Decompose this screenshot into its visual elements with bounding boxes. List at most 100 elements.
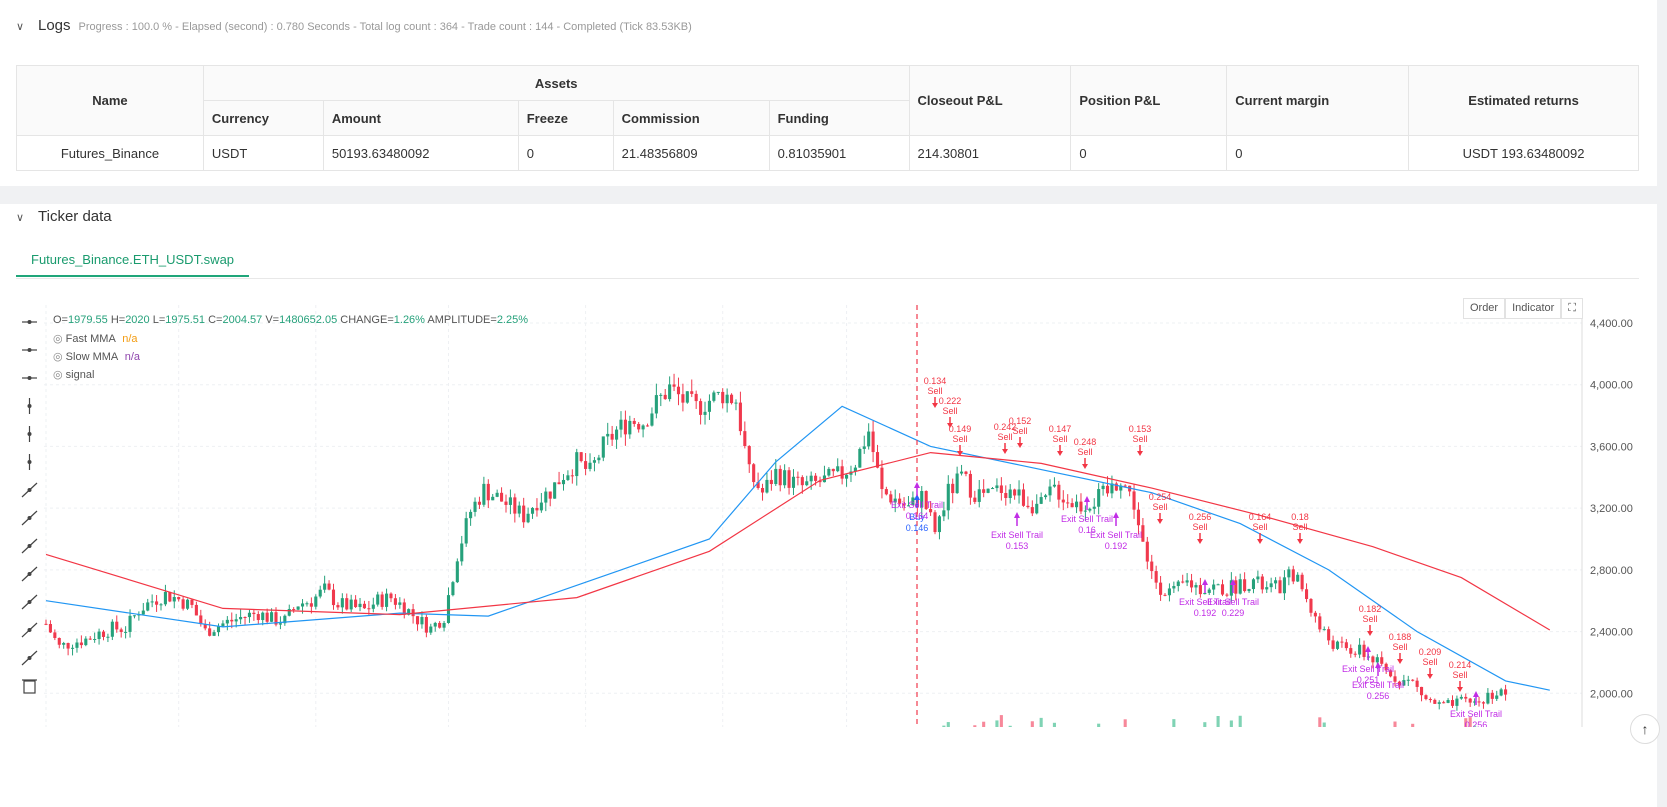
ticker-panel: ∨ Ticker data Futures_Binance.ETH_USDT.s…	[0, 204, 1657, 807]
trend-line-icon[interactable]	[21, 482, 38, 498]
candle-body	[62, 643, 66, 645]
candle-body	[331, 589, 336, 606]
volume-bar	[942, 725, 946, 727]
signal-label: Sell	[927, 386, 942, 396]
candle-body	[48, 624, 52, 633]
cell-returns: USDT 193.63480092	[1408, 135, 1639, 171]
legend-slow-mma[interactable]: ◎ Slow MMA n/a	[53, 350, 140, 368]
ticker-header[interactable]: ∨ Ticker data	[16, 208, 112, 225]
legend-fast-mma[interactable]: ◎ Fast MMA n/a	[53, 332, 140, 350]
candle-body	[1300, 574, 1304, 590]
trend-ray-icon[interactable]	[21, 510, 38, 526]
chevron-down-icon[interactable]: ∨	[16, 212, 25, 224]
fullscreen-icon[interactable]: ⛶	[1561, 298, 1583, 319]
candle-body	[831, 468, 835, 472]
candle-body	[597, 457, 601, 461]
tab-divider	[16, 278, 1639, 279]
price-range-icon[interactable]	[21, 566, 38, 582]
cell-margin: 0	[1226, 135, 1410, 171]
candle-body	[862, 446, 866, 449]
horizontal-ray-icon[interactable]	[22, 376, 37, 380]
logs-header[interactable]: ∨ Logs Progress : 100.0 % - Elapsed (sec…	[16, 17, 692, 34]
legend-signal[interactable]: ◎ signal	[53, 368, 140, 386]
chevron-down-icon[interactable]: ∨	[16, 21, 25, 33]
volume-bar	[995, 720, 999, 727]
crosshair-icon[interactable]	[22, 320, 37, 324]
legend-signal-name: signal	[65, 369, 95, 381]
pitchfork-icon[interactable]	[21, 622, 38, 638]
candle-body	[411, 609, 415, 617]
candle-body	[937, 516, 941, 533]
indicator-button[interactable]: Indicator	[1505, 298, 1562, 319]
candle-body	[632, 420, 636, 424]
extended-line-icon[interactable]	[21, 538, 38, 554]
candle-body	[1455, 698, 1459, 706]
candle-body	[185, 599, 190, 609]
header-margin: Current margin	[1226, 65, 1410, 136]
candle-body	[889, 494, 893, 503]
trash-icon[interactable]	[22, 679, 37, 694]
vertical-segment-icon[interactable]	[27, 426, 32, 442]
candle-body	[278, 623, 282, 625]
volume-bar	[1216, 715, 1220, 727]
candle-body	[398, 602, 402, 605]
tab-eth-usdt-swap[interactable]: Futures_Binance.ETH_USDT.swap	[16, 242, 250, 277]
signal-label: Exit Sell Trail	[1342, 664, 1394, 674]
horizontal-line-icon[interactable]	[22, 348, 37, 352]
tool-dot	[27, 460, 32, 464]
candle-body	[575, 452, 579, 477]
o-value: 1979.55	[67, 314, 108, 326]
candle-body	[858, 448, 862, 468]
volume-bar	[1203, 722, 1207, 727]
candle-body	[469, 511, 473, 519]
candle-body	[1256, 576, 1260, 580]
candle-body	[924, 491, 928, 510]
candle-body	[1150, 561, 1154, 572]
candle-body	[712, 392, 716, 401]
candle-body	[376, 594, 380, 605]
cell-funding: 0.81035901	[768, 135, 910, 171]
eye-icon[interactable]: ◎	[53, 351, 63, 363]
signal-label: Exit Sell Trail	[1090, 530, 1142, 540]
signal-arrow	[1002, 449, 1008, 454]
header-funding: Funding	[768, 100, 910, 136]
tool-dot	[27, 600, 32, 604]
candle-body	[951, 483, 955, 494]
candle-body	[402, 602, 406, 615]
signal-value: 0.256	[1189, 512, 1212, 522]
candle-body	[561, 479, 566, 485]
eye-icon[interactable]: ◎	[53, 369, 63, 381]
parallel-channel-icon[interactable]	[21, 594, 38, 610]
c-value: 2004.57	[222, 314, 263, 326]
volume-bar	[1468, 717, 1472, 727]
candle-body	[756, 482, 760, 488]
vertical-ray-icon[interactable]	[27, 454, 32, 470]
header-assets: Assets	[202, 65, 910, 101]
fib-retracement-icon[interactable]	[21, 650, 38, 666]
candle-body	[672, 384, 676, 387]
candle-body	[323, 583, 327, 590]
y-tick-label: 2,800.00	[1590, 565, 1633, 577]
change-label: CHANGE=	[340, 314, 394, 326]
candle-body	[814, 475, 818, 481]
vertical-line-icon[interactable]	[27, 398, 32, 414]
candle-body	[1119, 485, 1123, 491]
signal-label: Sell	[952, 434, 967, 444]
order-button[interactable]: Order	[1462, 298, 1506, 319]
chart-button-group: Order Indicator ⛶	[1462, 298, 1583, 319]
volume-bar	[1097, 723, 1101, 727]
candle-body	[1141, 525, 1145, 542]
candle-body	[93, 639, 97, 641]
eye-icon[interactable]: ◎	[53, 333, 63, 345]
scroll-to-top-button[interactable]: ↑	[1630, 714, 1660, 744]
chart-axes: 4,400.00 4,000.00 3,600.00 3,200.00 2,800.00…	[1581, 305, 1633, 727]
signal-value: 0.256	[1465, 720, 1488, 727]
candle-body	[1419, 686, 1424, 696]
cell-amount: 50193.63480092	[322, 135, 519, 171]
